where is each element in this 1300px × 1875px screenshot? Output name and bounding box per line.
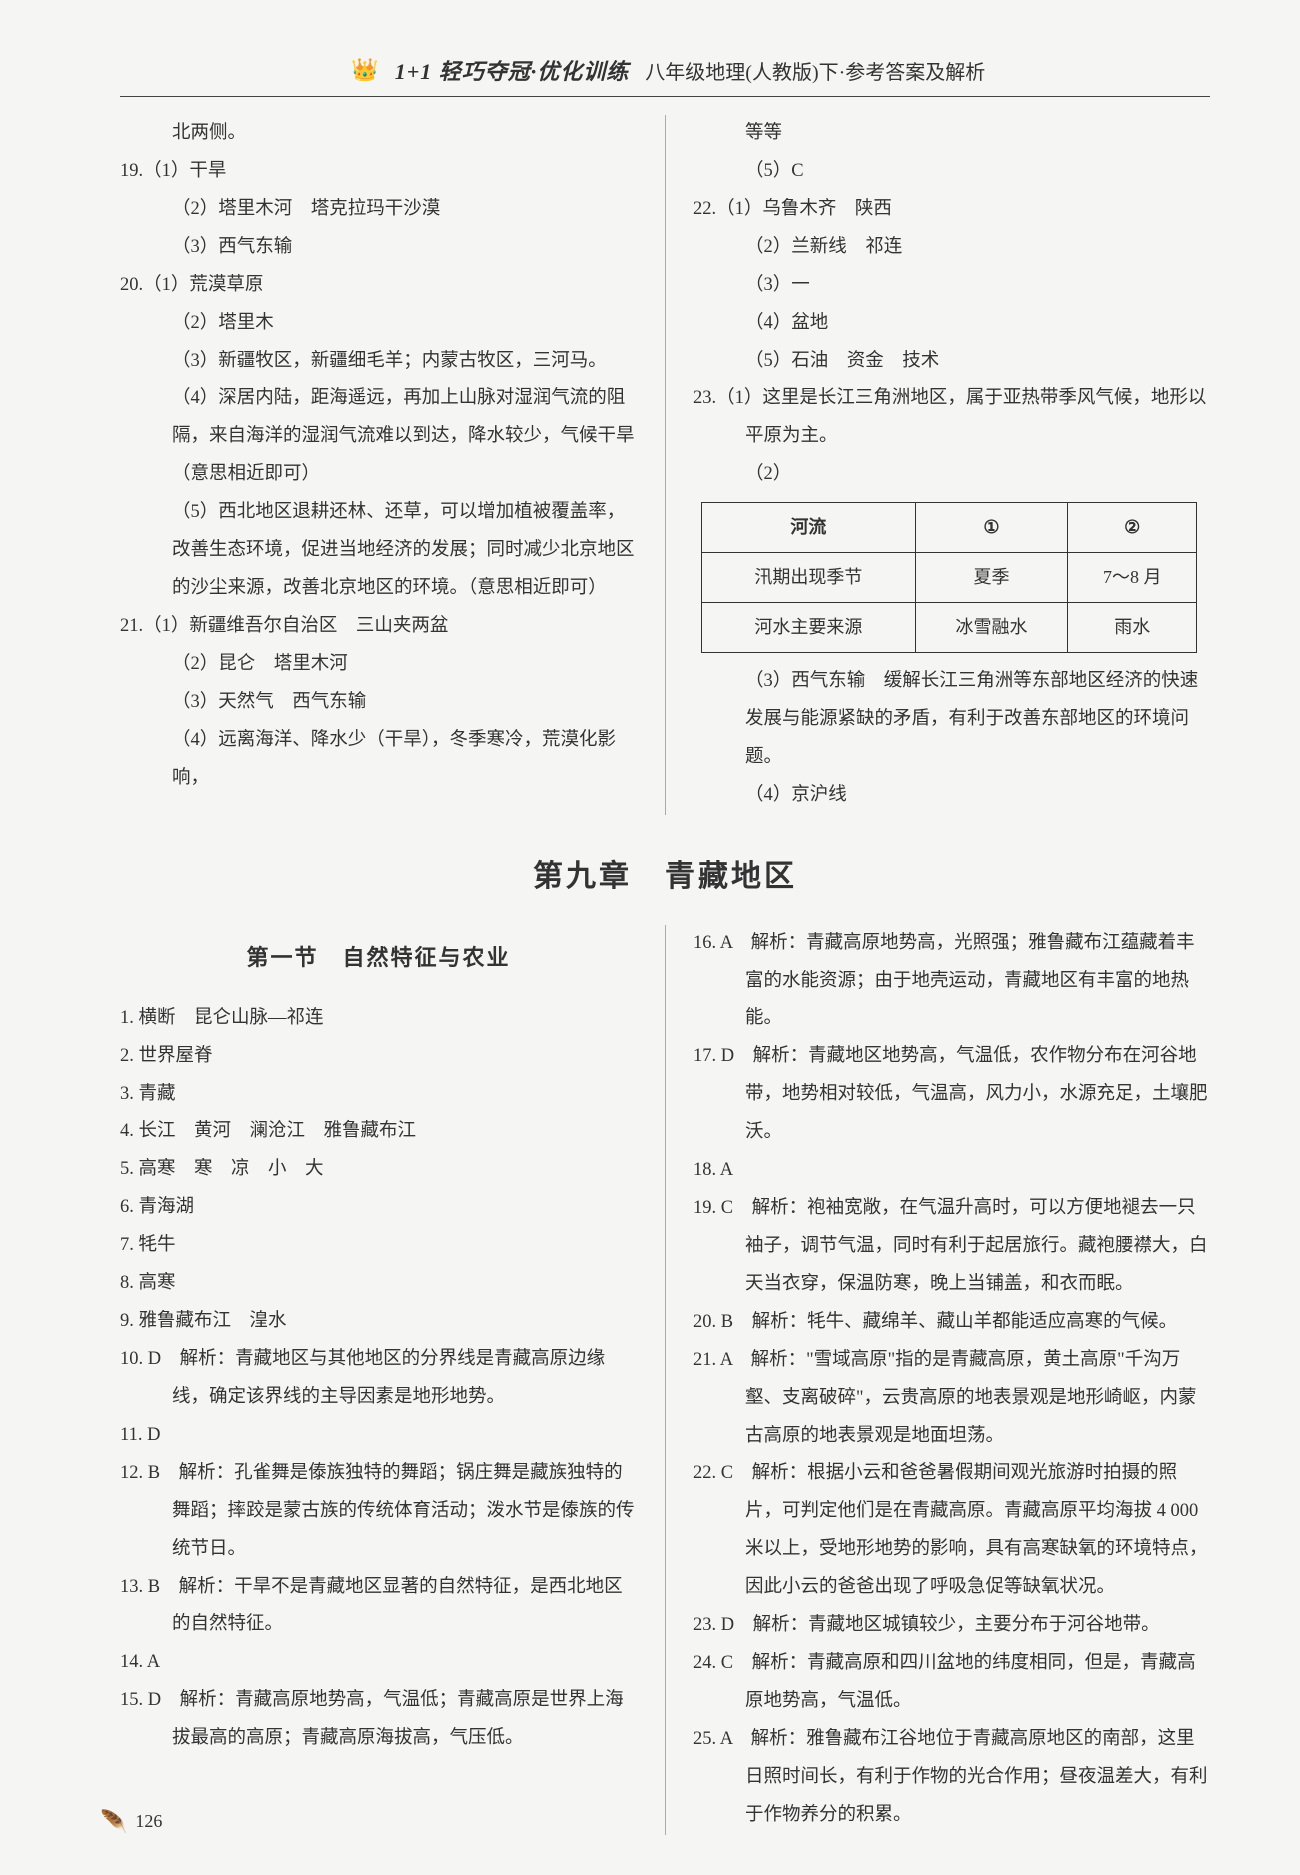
answer-line: 25. A 解析：雅鲁藏布江谷地位于青藏高原地区的南部，这里日照时间长，有利于作…	[693, 1721, 1210, 1835]
table-row: 汛期出现季节夏季7～8 月	[702, 553, 1197, 603]
table-cell: 河水主要来源	[702, 603, 916, 653]
answer-line: 3. 青藏	[120, 1076, 637, 1114]
answer-line: （2）	[693, 456, 1210, 494]
answer-line: 21.（1）新疆维吾尔自治区 三山夹两盆	[120, 608, 637, 646]
answer-line: 14. A	[120, 1644, 637, 1682]
book-subtitle: 八年级地理(人教版)下·参考答案及解析	[645, 56, 985, 85]
page-number: 126	[135, 1811, 162, 1832]
answer-line: （4）远离海洋、降水少（干旱），冬季寒冷，荒漠化影响，	[120, 722, 637, 798]
answer-line: （2）塔里木河 塔克拉玛干沙漠	[120, 191, 637, 229]
crown-icon: 👑	[345, 50, 385, 90]
answer-line: 23. D 解析：青藏地区城镇较少，主要分布于河谷地带。	[693, 1607, 1210, 1645]
answer-line: 6. 青海湖	[120, 1189, 637, 1227]
lower-right-column: 16. A 解析：青藏高原地势高，光照强；雅鲁藏布江蕴藏着丰富的水能资源；由于地…	[665, 925, 1210, 1835]
answer-line: （5）西北地区退耕还林、还草，可以增加植被覆盖率，改善生态环境，促进当地经济的发…	[120, 494, 637, 608]
answer-line: （5）C	[693, 153, 1210, 191]
answer-line: 2. 世界屋脊	[120, 1038, 637, 1076]
answer-line: 20.（1）荒漠草原	[120, 267, 637, 305]
answer-line: 22.（1）乌鲁木齐 陕西	[693, 191, 1210, 229]
answer-line: 1. 横断 昆仑山脉—祁连	[120, 1000, 637, 1038]
answer-line: （3）新疆牧区，新疆细毛羊；内蒙古牧区，三河马。	[120, 343, 637, 381]
table-cell: 冰雪融水	[915, 603, 1067, 653]
answer-line: （3）西气东输 缓解长江三角洲等东部地区经济的快速发展与能源紧缺的矛盾，有利于改…	[693, 663, 1210, 777]
answer-line: （4）深居内陆，距海遥远，再加上山脉对湿润气流的阻隔，来自海洋的湿润气流难以到达…	[120, 380, 637, 494]
table-header-cell: ②	[1068, 503, 1197, 553]
table-cell: 雨水	[1068, 603, 1197, 653]
upper-columns: 北两侧。19.（1）干旱（2）塔里木河 塔克拉玛干沙漠（3）西气东输20.（1）…	[120, 115, 1210, 815]
answer-line: （2）昆仑 塔里木河	[120, 646, 637, 684]
answer-line: 21. A 解析："雪域高原"指的是青藏高原，黄土高原"千沟万壑、支离破碎"，云…	[693, 1342, 1210, 1456]
answer-line: 23.（1）这里是长江三角洲地区，属于亚热带季风气候，地形以平原为主。	[693, 380, 1210, 456]
answer-line: 24. C 解析：青藏高原和四川盆地的纬度相同，但是，青藏高原地势高，气温低。	[693, 1645, 1210, 1721]
section-title: 第一节 自然特征与农业	[120, 935, 637, 980]
answer-line: 9. 雅鲁藏布江 湟水	[120, 1303, 637, 1341]
answer-line: 16. A 解析：青藏高原地势高，光照强；雅鲁藏布江蕴藏着丰富的水能资源；由于地…	[693, 925, 1210, 1039]
table-header-cell: ①	[915, 503, 1067, 553]
table-cell: 夏季	[915, 553, 1067, 603]
answer-line: 17. D 解析：青藏地区地势高，气温低，农作物分布在河谷地带，地势相对较低，气…	[693, 1038, 1210, 1152]
answer-line: 10. D 解析：青藏地区与其他地区的分界线是青藏高原边缘线，确定该界线的主导因…	[120, 1341, 637, 1417]
answer-line: 4. 长江 黄河 澜沧江 雅鲁藏布江	[120, 1113, 637, 1151]
answer-line: 19. C 解析：袍袖宽敞，在气温升高时，可以方便地褪去一只袖子，调节气温，同时…	[693, 1190, 1210, 1304]
answer-line: （2）塔里木	[120, 305, 637, 343]
lower-columns: 第一节 自然特征与农业 1. 横断 昆仑山脉—祁连2. 世界屋脊3. 青藏4. …	[120, 925, 1210, 1835]
answer-line: 20. B 解析：牦牛、藏绵羊、藏山羊都能适应高寒的气候。	[693, 1304, 1210, 1342]
book-series-title: 1+1 轻巧夺冠·优化训练	[395, 54, 630, 86]
upper-left-column: 北两侧。19.（1）干旱（2）塔里木河 塔克拉玛干沙漠（3）西气东输20.（1）…	[120, 115, 665, 815]
answer-line: 15. D 解析：青藏高原地势高，气温低；青藏高原是世界上海拔最高的高原；青藏高…	[120, 1682, 637, 1758]
answer-line: 13. B 解析：干旱不是青藏地区显著的自然特征，是西北地区的自然特征。	[120, 1569, 637, 1645]
table-cell: 汛期出现季节	[702, 553, 916, 603]
table-header-cell: 河流	[702, 503, 916, 553]
answer-line: 北两侧。	[120, 115, 637, 153]
page-header: 👑 1+1 轻巧夺冠·优化训练 八年级地理(人教版)下·参考答案及解析	[120, 50, 1210, 90]
page-number-wrap: 🪶 126	[100, 1809, 162, 1835]
answer-line: （4）盆地	[693, 305, 1210, 343]
answer-line: （3）西气东输	[120, 229, 637, 267]
answer-line: 等等	[693, 115, 1210, 153]
answer-line: 18. A	[693, 1152, 1210, 1190]
table-cell: 7～8 月	[1068, 553, 1197, 603]
answer-line: 12. B 解析：孔雀舞是傣族独特的舞蹈；锅庄舞是藏族独特的舞蹈；摔跤是蒙古族的…	[120, 1455, 637, 1569]
chapter-title: 第九章 青藏地区	[120, 851, 1210, 895]
answer-line: 19.（1）干旱	[120, 153, 637, 191]
table-row: 河水主要来源冰雪融水雨水	[702, 603, 1197, 653]
answer-line: 11. D	[120, 1417, 637, 1455]
answer-line: 8. 高寒	[120, 1265, 637, 1303]
answer-line: （4）京沪线	[693, 777, 1210, 815]
answer-line: （3）天然气 西气东输	[120, 684, 637, 722]
feather-icon: 🪶	[100, 1809, 127, 1835]
answer-line: 22. C 解析：根据小云和爸爸暑假期间观光旅游时拍摄的照片，可判定他们是在青藏…	[693, 1455, 1210, 1607]
lower-left-column: 第一节 自然特征与农业 1. 横断 昆仑山脉—祁连2. 世界屋脊3. 青藏4. …	[120, 925, 665, 1835]
answer-line: 5. 高寒 寒 凉 小 大	[120, 1151, 637, 1189]
upper-right-column: 等等（5）C22.（1）乌鲁木齐 陕西（2）兰新线 祁连（3）一（4）盆地（5）…	[665, 115, 1210, 815]
answer-line: （2）兰新线 祁连	[693, 229, 1210, 267]
answer-line: （5）石油 资金 技术	[693, 343, 1210, 381]
answer-line: （3）一	[693, 267, 1210, 305]
answer-line: 7. 牦牛	[120, 1227, 637, 1265]
river-table: 河流①②汛期出现季节夏季7～8 月河水主要来源冰雪融水雨水	[701, 502, 1197, 653]
header-divider	[120, 96, 1210, 97]
